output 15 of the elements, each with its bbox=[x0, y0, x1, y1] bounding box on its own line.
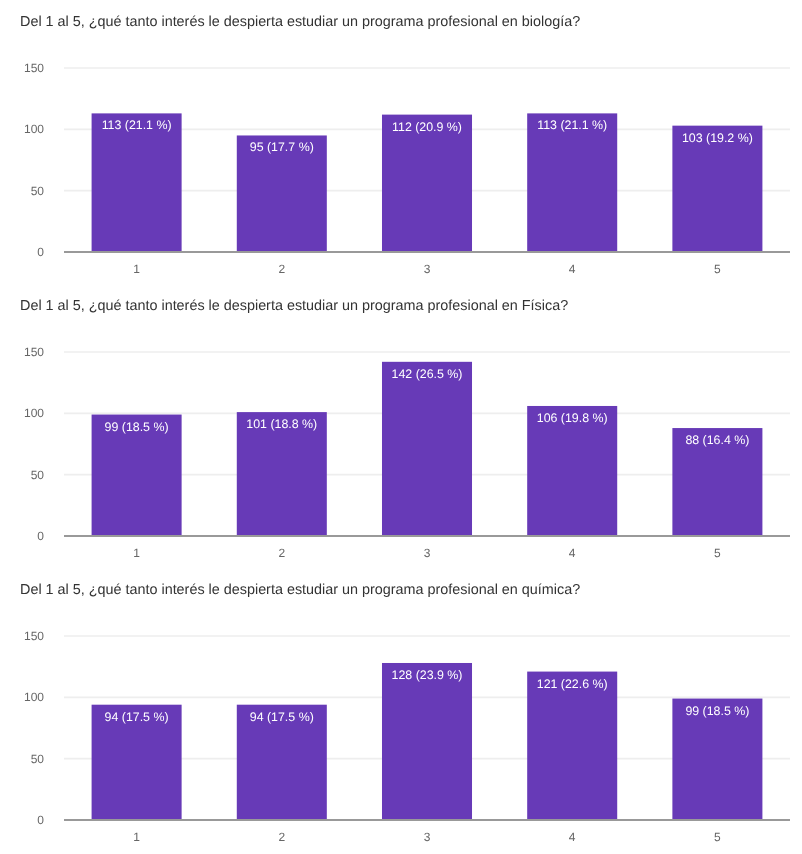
bar bbox=[672, 428, 763, 536]
bar bbox=[236, 412, 327, 536]
bar bbox=[672, 125, 763, 252]
bar bbox=[91, 113, 182, 252]
bar bbox=[527, 113, 618, 252]
bar bbox=[381, 361, 473, 536]
bar bbox=[381, 114, 473, 252]
bar bbox=[672, 698, 763, 820]
bar bbox=[527, 405, 618, 536]
bar bbox=[527, 671, 618, 820]
bar bbox=[91, 414, 182, 536]
bar bbox=[381, 662, 473, 820]
bar bbox=[91, 704, 182, 820]
bar bbox=[236, 704, 327, 820]
bar bbox=[236, 135, 327, 252]
